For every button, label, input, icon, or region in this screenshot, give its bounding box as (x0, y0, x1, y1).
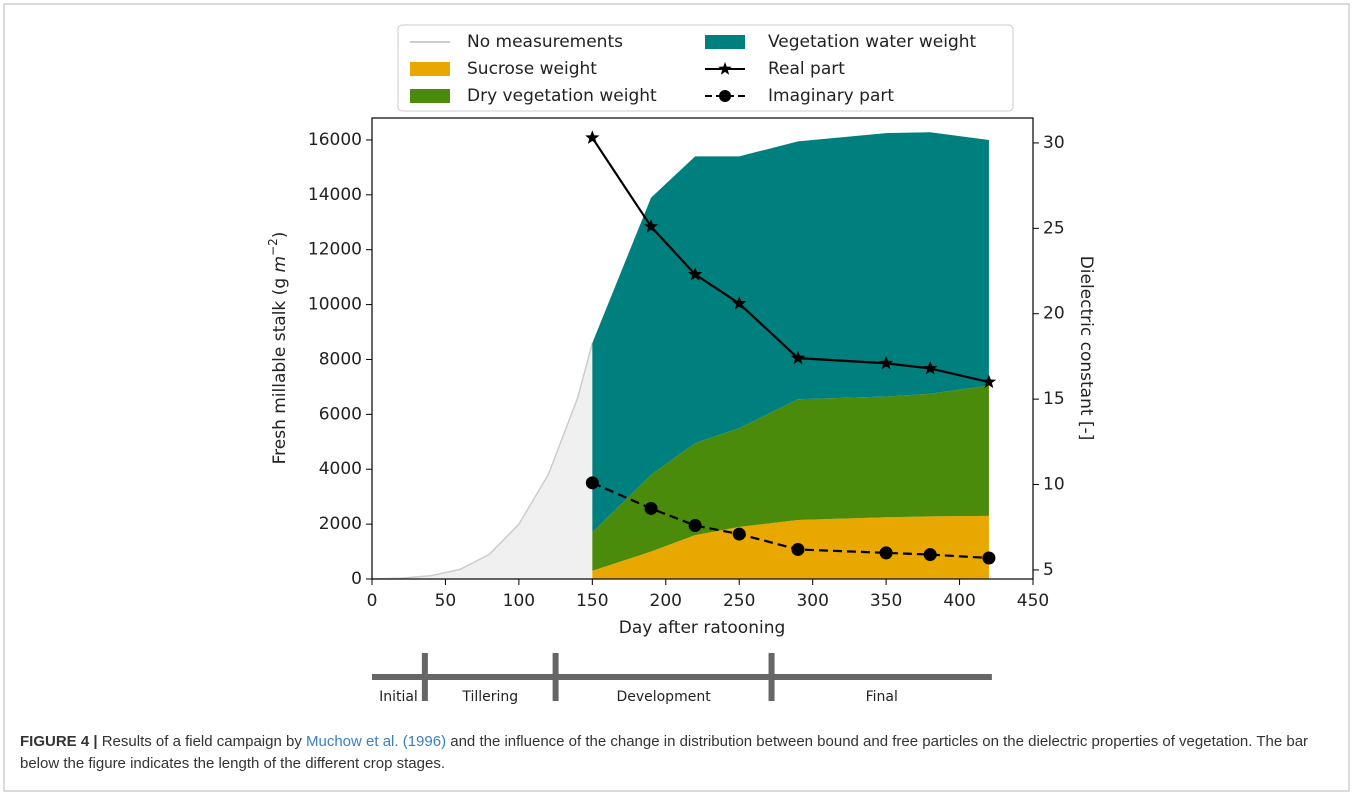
y2-axis-label: Dielectric constant [-] (1076, 256, 1096, 441)
legend-label: Imaginary part (768, 86, 894, 106)
y-tick-label: 14000 (308, 185, 362, 205)
marker (879, 355, 894, 370)
x-tick-label: 150 (576, 591, 608, 611)
x-axis-label: Day after ratooning (619, 618, 786, 638)
stage-divider (768, 653, 775, 701)
stage-label: Initial (379, 689, 418, 705)
y-tick-label: 10000 (308, 295, 362, 315)
caption-text: Results of a field campaign by (97, 733, 306, 750)
stage-divider (552, 653, 559, 701)
marker (688, 519, 702, 533)
caption-label: FIGURE 4 | (20, 733, 98, 750)
y-tick-label: 2000 (319, 514, 362, 534)
marker (923, 360, 938, 375)
x-tick-label: 250 (723, 591, 755, 611)
stage-bar (424, 674, 556, 680)
stage-bar (555, 674, 772, 680)
caption: FIGURE 4 | Results of a field campaign b… (20, 731, 1320, 775)
marker (688, 267, 703, 281)
marker (732, 296, 747, 310)
marker (791, 542, 805, 556)
line (591, 481, 989, 560)
y-tick-label: 0 (351, 569, 362, 589)
marker (982, 551, 996, 565)
stage-label: Tillering (461, 689, 518, 705)
x-tick-label: 400 (943, 591, 975, 611)
y-label-text: Fresh millable stalk (g (270, 272, 290, 464)
y-tick-label: 16000 (308, 130, 362, 150)
marker (585, 476, 599, 490)
x-tick-label: 100 (503, 591, 535, 611)
area-line (371, 342, 594, 580)
caption-text: and the influence of the change in distr… (20, 733, 1309, 772)
line (591, 137, 990, 384)
x-tick-label: 450 (1017, 591, 1049, 611)
figure-frame (3, 3, 1350, 792)
y-label-exp: −2 (266, 238, 280, 256)
legend-label: Vegetation water weight (768, 32, 977, 52)
stage-bar (771, 674, 992, 680)
y2-tick-label: 20 (1043, 304, 1065, 324)
x-tick-label: 200 (650, 591, 682, 611)
marker (585, 130, 600, 144)
y2-tick-label: 15 (1043, 389, 1065, 409)
legend-marker (718, 62, 732, 75)
plot-frame (371, 117, 1034, 580)
y2-tick-label: 10 (1043, 475, 1065, 495)
stage-bar (372, 674, 425, 680)
y2-tick-label: 5 (1043, 560, 1054, 580)
legend-label: Dry vegetation weight (467, 86, 657, 106)
y-label-unit: m (270, 256, 290, 273)
y-label-close: ) (270, 232, 290, 239)
marker (644, 219, 659, 233)
legend-label: Real part (768, 59, 845, 79)
area (372, 343, 593, 579)
marker (644, 501, 658, 515)
marker (879, 546, 893, 560)
legend-swatch (410, 89, 450, 103)
citation-link[interactable]: Muchow et al. (1996) (306, 733, 447, 750)
legend-marker (719, 90, 731, 102)
marker (732, 527, 746, 541)
x-tick-label: 300 (796, 591, 828, 611)
x-tick-label: 350 (870, 591, 902, 611)
legend-label: No measurements (467, 32, 623, 52)
y-axis-label: Fresh millable stalk (g m−2) (266, 232, 291, 465)
legend-swatch (410, 62, 450, 76)
y2-tick-label: 25 (1043, 218, 1065, 238)
stacked-area (592, 132, 989, 533)
legend-swatch (705, 35, 745, 49)
marker (981, 374, 997, 389)
stacked-area (592, 515, 989, 579)
plot-area (371, 130, 997, 580)
y-tick-label: 4000 (319, 459, 362, 479)
x-tick-label: 50 (435, 591, 457, 611)
stage-label: Final (866, 689, 898, 705)
stage-label: Development (616, 689, 711, 705)
y-tick-label: 8000 (319, 349, 362, 369)
marker (790, 350, 806, 365)
y-tick-label: 6000 (319, 404, 362, 424)
y2-tick-label: 30 (1043, 133, 1065, 153)
y-tick-label: 12000 (308, 240, 362, 260)
marker (923, 548, 937, 562)
x-tick-label: 0 (367, 591, 378, 611)
legend-label: Sucrose weight (467, 59, 597, 79)
stage-divider (421, 653, 428, 701)
